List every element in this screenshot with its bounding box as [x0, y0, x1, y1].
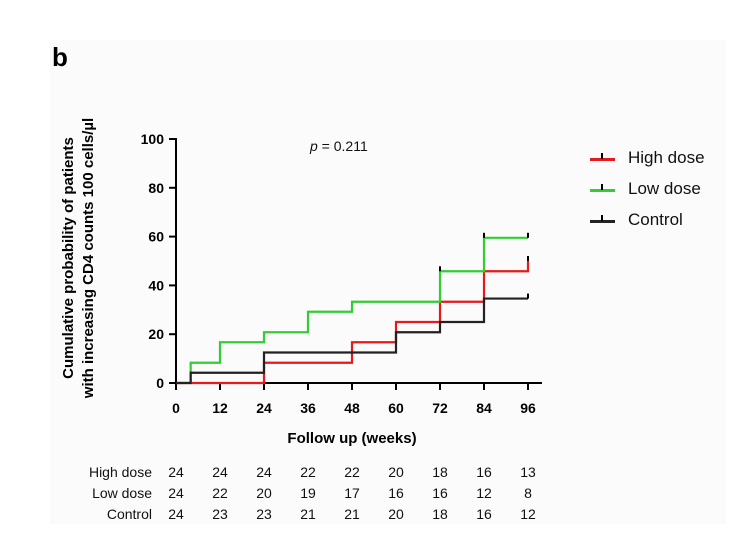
at-risk-count: 16	[476, 506, 492, 522]
at-risk-count: 16	[388, 485, 404, 501]
chart-panel-background	[50, 40, 726, 524]
y-tick-label: 100	[141, 131, 165, 147]
at-risk-row-high-dose: High dose 24 24 24 22 22 20 18 16 13	[0, 464, 732, 484]
legend-censor-tick	[601, 184, 603, 190]
p-value-text: = 0.211	[317, 138, 368, 154]
y-axis-label-line-1: Cumulative probability of patients	[60, 137, 77, 379]
at-risk-count: 18	[432, 506, 448, 522]
y-tick-label: 80	[148, 180, 164, 196]
at-risk-count: 23	[256, 506, 272, 522]
x-tick-label: 0	[172, 400, 180, 416]
at-risk-count: 16	[432, 485, 448, 501]
x-axis-label: Follow up (weeks)	[287, 430, 416, 447]
at-risk-count: 24	[212, 464, 228, 480]
at-risk-count: 24	[256, 464, 272, 480]
at-risk-count: 17	[344, 485, 360, 501]
legend-swatch-low-dose	[590, 189, 615, 192]
at-risk-count: 20	[388, 506, 404, 522]
at-risk-count: 12	[520, 506, 536, 522]
at-risk-count: 23	[212, 506, 228, 522]
y-tick-label: 20	[148, 326, 164, 342]
p-value-annotation: p = 0.211	[310, 138, 368, 154]
legend-censor-tick	[601, 153, 603, 159]
at-risk-row-control: Control 24 23 23 21 21 20 18 16 12	[0, 506, 732, 526]
series-line-low-dose	[189, 236, 528, 383]
legend-label-low-dose: Low dose	[628, 179, 701, 198]
y-tick-label: 60	[148, 229, 164, 245]
x-tick-label: 36	[300, 400, 316, 416]
panel-label: b	[52, 42, 68, 72]
y-tick-label: 0	[156, 375, 164, 391]
at-risk-count: 13	[520, 464, 536, 480]
x-tick-label: 72	[432, 400, 448, 416]
at-risk-row-label: Low dose	[92, 485, 152, 501]
at-risk-count: 22	[212, 485, 228, 501]
legend-label-control: Control	[628, 210, 683, 229]
at-risk-count: 8	[524, 485, 532, 501]
at-risk-count: 24	[168, 464, 184, 480]
x-tick-label: 60	[388, 400, 404, 416]
x-tick-label: 24	[256, 400, 272, 416]
at-risk-count: 16	[476, 464, 492, 480]
p-value-symbol: p	[310, 138, 318, 154]
at-risk-count: 22	[300, 464, 316, 480]
y-tick-label: 40	[148, 277, 164, 293]
x-tick-label: 96	[520, 400, 536, 416]
at-risk-count: 12	[476, 485, 492, 501]
series-line-control	[176, 297, 528, 385]
legend-label-high-dose: High dose	[628, 148, 705, 167]
at-risk-count: 22	[344, 464, 360, 480]
x-tick-label: 84	[476, 400, 492, 416]
at-risk-count: 20	[256, 485, 272, 501]
at-risk-count: 19	[300, 485, 316, 501]
at-risk-count: 24	[168, 485, 184, 501]
at-risk-count: 18	[432, 464, 448, 480]
at-risk-row-low-dose: Low dose 24 22 20 19 17 16 16 12 8	[0, 485, 732, 505]
legend-censor-tick	[601, 215, 603, 221]
x-tick-label: 48	[344, 400, 360, 416]
at-risk-row-label: Control	[106, 506, 152, 522]
legend-swatch-control	[590, 220, 615, 223]
at-risk-count: 21	[300, 506, 316, 522]
x-tick-label: 12	[212, 400, 228, 416]
at-risk-count: 20	[388, 464, 404, 480]
y-axis-label-line-2: with increasing CD4 counts 100 cells/µl	[80, 118, 97, 399]
at-risk-row-label: High dose	[88, 464, 152, 480]
at-risk-count: 21	[344, 506, 360, 522]
legend-swatch-high-dose	[590, 158, 615, 161]
at-risk-count: 24	[168, 506, 184, 522]
